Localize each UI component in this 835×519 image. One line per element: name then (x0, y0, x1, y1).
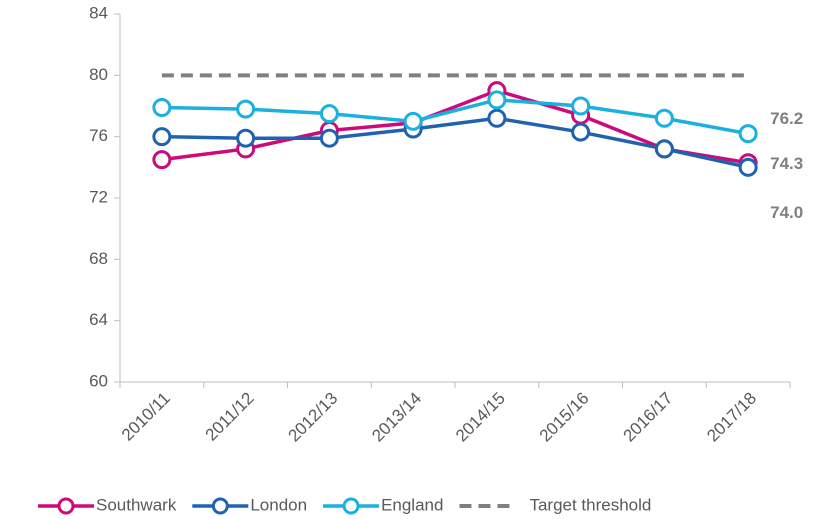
y-tick-label: 76 (89, 126, 108, 145)
point (319, 104, 339, 124)
series-line (161, 98, 749, 136)
legend-label: Southwark (96, 495, 177, 514)
y-tick-label: 80 (89, 65, 108, 84)
x-tick-label: 2013/14 (368, 389, 425, 446)
series-line (161, 88, 749, 165)
x-tick-label: 2012/13 (284, 389, 341, 446)
point (152, 98, 172, 118)
legend-marker (57, 497, 75, 515)
series-line (161, 116, 749, 170)
x-tick-label: 2011/12 (202, 389, 258, 445)
value-label: 74.0 (770, 203, 803, 222)
legend-marker (342, 497, 360, 515)
point (152, 150, 172, 170)
x-tick-label: 2016/17 (619, 389, 676, 446)
point (152, 127, 172, 147)
point (654, 108, 674, 128)
point (738, 124, 758, 144)
x-tick-label: 2010/11 (118, 389, 174, 445)
value-label: 74.3 (770, 154, 803, 173)
point (571, 96, 591, 116)
point (487, 108, 507, 128)
point (236, 99, 256, 119)
legend-label: Target threshold (529, 495, 651, 514)
legend-label: England (381, 495, 443, 514)
point (654, 139, 674, 159)
point (319, 128, 339, 148)
x-tick-label: 2014/15 (452, 389, 509, 446)
y-tick-label: 68 (89, 249, 108, 268)
point (487, 90, 507, 110)
point (571, 122, 591, 142)
value-label: 76.2 (770, 109, 803, 128)
y-tick-label: 60 (89, 371, 108, 390)
y-tick-label: 64 (89, 310, 108, 329)
point (403, 111, 423, 131)
x-tick-label: 2017/18 (703, 389, 760, 446)
legend-label: London (250, 495, 307, 514)
x-tick-label: 2015/16 (536, 389, 593, 446)
point (738, 157, 758, 177)
point (236, 128, 256, 148)
y-tick-label: 84 (89, 3, 108, 22)
legend-marker (211, 497, 229, 515)
y-tick-label: 72 (89, 187, 108, 206)
